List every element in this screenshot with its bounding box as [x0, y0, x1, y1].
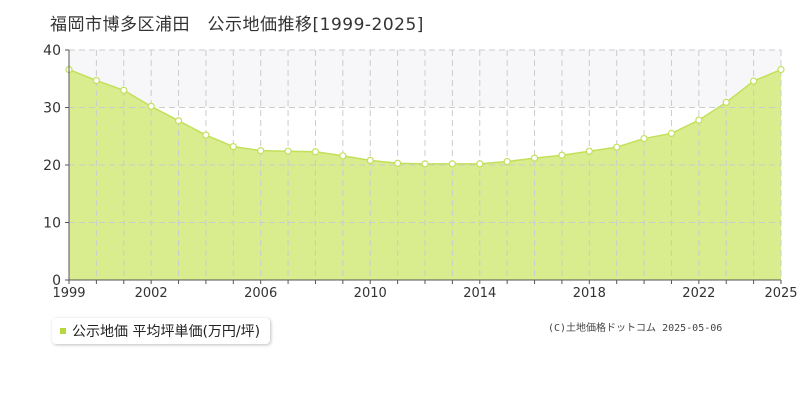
legend-label: 公示地価 平均坪単価(万円/坪) [72, 324, 261, 340]
data-point [339, 152, 347, 160]
chart-title: 福岡市博多区浦田 公示地価推移[1999-2025] [50, 15, 424, 35]
data-point [421, 160, 429, 168]
data-point [92, 76, 100, 85]
data-point [366, 156, 374, 164]
data-point [147, 102, 155, 110]
y-tick-label: 0 [52, 273, 61, 289]
y-tick-label: 10 [43, 216, 61, 232]
legend: 公示地価 平均坪単価(万円/坪) [52, 318, 271, 344]
data-point [476, 160, 484, 168]
y-tick-label: 40 [43, 43, 61, 59]
data-point [503, 157, 511, 166]
x-tick-label: 2025 [764, 286, 797, 301]
data-point [120, 86, 128, 94]
x-tick-label: 2014 [463, 286, 496, 301]
x-tick-label: 2022 [682, 286, 715, 301]
data-point [640, 134, 648, 143]
x-tick-label: 1999 [52, 286, 85, 301]
data-point [667, 129, 676, 137]
legend-swatch [60, 328, 66, 334]
data-point [257, 147, 265, 155]
data-point [284, 147, 292, 155]
y-tick-label: 30 [43, 101, 61, 117]
x-tick-label: 2006 [244, 286, 277, 301]
x-tick-label: 2002 [135, 286, 168, 301]
data-point [722, 98, 730, 106]
data-point [585, 147, 593, 155]
data-point [311, 148, 320, 156]
data-point [394, 159, 402, 167]
y-tick-label: 20 [43, 158, 61, 174]
data-point [695, 116, 703, 124]
x-tick-label: 2018 [573, 286, 606, 301]
x-tick-label: 2010 [354, 286, 387, 301]
data-point [530, 154, 539, 162]
data-point [558, 151, 566, 159]
plot-band [69, 50, 781, 108]
data-point [448, 160, 456, 168]
data-point [777, 65, 785, 74]
copyright-text: (C)土地価格ドットコム 2025-05-06 [548, 323, 723, 334]
data-point [750, 77, 758, 85]
data-point [174, 117, 183, 125]
data-point [613, 143, 621, 151]
data-point [229, 143, 237, 151]
data-point [202, 131, 210, 139]
